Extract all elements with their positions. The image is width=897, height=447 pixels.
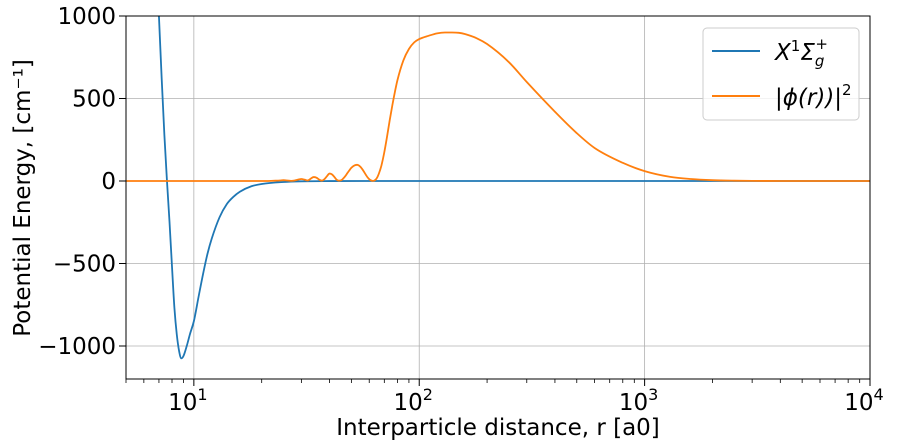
plot-frame (125, 15, 871, 380)
x-tick-label: 102 (393, 385, 432, 416)
series-line-2 (126, 31, 870, 182)
legend-label-series-1: X1Σg+ (774, 35, 828, 70)
x-axis-label: Interparticle distance, r [a0] (336, 415, 660, 441)
y-tick-label: −1000 (38, 334, 116, 360)
y-tick-label: 500 (72, 87, 116, 113)
legend-label-series-2: |ϕ(r))|2 (775, 81, 852, 111)
y-tick-label: −500 (53, 252, 116, 278)
y-tick-label: 1000 (57, 4, 116, 30)
series-layer (126, 16, 870, 360)
y-axis: 1000 500 0 −500 −1000 (38, 4, 126, 360)
x-axis: 101 102 103 104 (125, 379, 884, 416)
y-tick-label: 0 (101, 169, 116, 195)
x-tick-label: 101 (168, 385, 207, 416)
y-axis-label: Potential Energy, [cm⁻¹] (10, 59, 36, 337)
x-tick-label: 103 (619, 385, 658, 416)
x-tick-label: 104 (844, 385, 883, 416)
legend: X1Σg+ |ϕ(r))|2 (702, 27, 860, 121)
